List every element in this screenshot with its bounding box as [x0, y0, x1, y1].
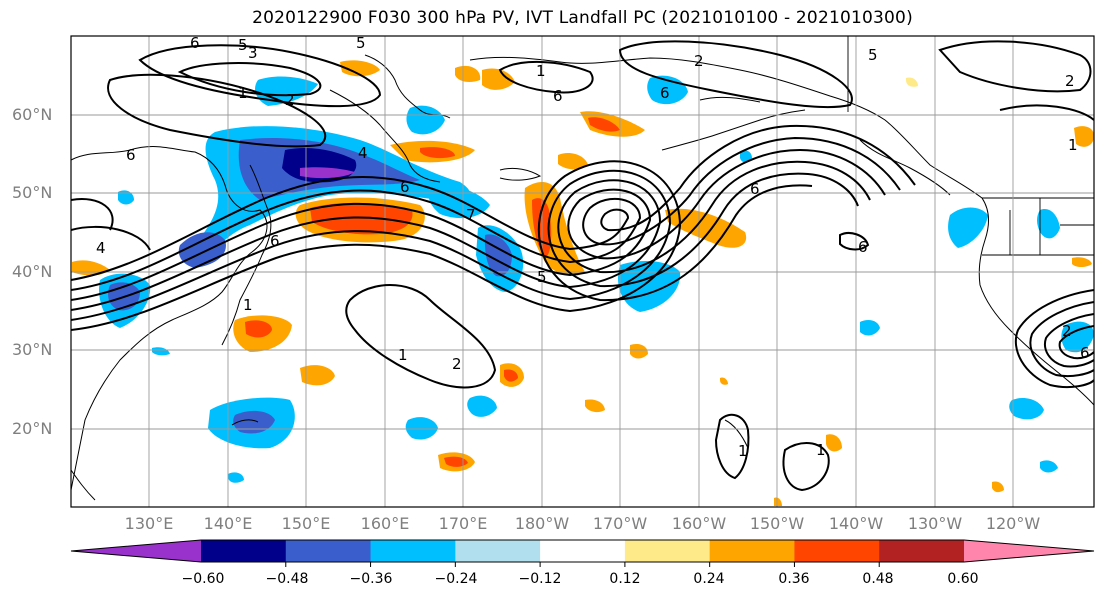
contour-label: 6	[270, 232, 280, 250]
colorbar-segment	[201, 540, 287, 562]
colorbar-tick-label: 0.12	[609, 571, 641, 587]
colorbar-tick-label: −0.48	[265, 571, 309, 587]
contour-label: 2	[1062, 322, 1072, 340]
colorbar-outline	[70, 539, 1095, 563]
colorbar-segment	[370, 540, 456, 562]
pv-anomaly-shading	[72, 60, 1094, 506]
colorbar-segment	[540, 540, 626, 562]
borders	[847, 36, 1094, 256]
contour-label: 6	[858, 238, 868, 256]
lon-label: 150°E	[281, 514, 331, 533]
gridlines	[71, 36, 1094, 507]
colorbar-tick-label: 0.24	[693, 571, 725, 587]
lon-label: 130°E	[124, 514, 174, 533]
lat-label: 30°N	[12, 340, 53, 359]
contour-label: 1	[398, 346, 408, 364]
colorbar-tick-label: −0.36	[349, 571, 393, 587]
contour-label: 1	[1068, 136, 1078, 154]
pv-contours	[71, 40, 1094, 492]
colorbar-segment	[624, 540, 711, 562]
contour-label: 2	[285, 91, 295, 109]
contour-label: 4	[96, 239, 106, 257]
lon-label: 150°W	[749, 514, 805, 533]
contour-label: 5	[868, 46, 878, 64]
contour-label: 1	[816, 441, 826, 459]
colorbar-extend-min	[71, 540, 201, 562]
colorbar-tick-label: −0.12	[518, 571, 562, 587]
contour-label: 1	[536, 62, 546, 80]
contour-label: 6	[400, 178, 410, 196]
colorbar	[70, 539, 1095, 567]
contour-label: 1	[243, 296, 253, 314]
coastlines	[71, 54, 1094, 501]
lon-label: 160°W	[671, 514, 727, 533]
colorbar-tick-label: −0.60	[181, 571, 225, 587]
lon-label: 120°W	[985, 514, 1041, 533]
contour-label: 6	[660, 84, 670, 102]
colorbar-tick-label: 0.36	[778, 571, 810, 587]
colorbar-tick-label: 0.60	[947, 571, 979, 587]
contour-label: 1	[738, 442, 748, 460]
colorbar-segment	[455, 540, 541, 562]
contour-label: 3	[248, 44, 258, 62]
contour-label: 6	[126, 146, 136, 164]
contour-label: 7	[466, 206, 476, 224]
lat-label: 60°N	[12, 105, 53, 124]
contour-label: 6	[553, 87, 563, 105]
colorbar-segment	[879, 540, 965, 562]
colorbar-segment	[709, 540, 795, 562]
lon-label: 170°W	[592, 514, 648, 533]
contour-label: 4	[358, 144, 368, 162]
contour-label: 2	[1065, 72, 1075, 90]
contour-label: 2	[694, 52, 704, 70]
colorbar-tick-label: 0.48	[862, 571, 894, 587]
lon-label: 170°E	[438, 514, 488, 533]
contour-labels: 6 5 3 1 2 5 1 6 2 5 2 6 4 6 6 4 1 2 6 5 …	[96, 34, 1090, 460]
lon-label: 180°W	[514, 514, 570, 533]
map-frame	[70, 35, 1095, 508]
lat-label: 50°N	[12, 183, 53, 202]
colorbar-segment	[285, 540, 372, 562]
contour-label: 1	[238, 84, 248, 102]
lat-label: 40°N	[12, 262, 53, 281]
lon-label: 160°E	[360, 514, 410, 533]
contour-label: 5	[238, 36, 248, 54]
map-title: 2020122900 F030 300 hPa PV, IVT Landfall…	[252, 8, 913, 28]
contour-label: 6	[750, 180, 760, 198]
lon-label: 140°W	[828, 514, 884, 533]
lat-label: 20°N	[12, 419, 53, 438]
colorbar-extend-max	[964, 540, 1094, 562]
contour-label: 2	[452, 355, 462, 373]
lon-label: 140°E	[203, 514, 253, 533]
contour-label: 6	[1080, 344, 1090, 362]
colorbar-tick-label: −0.24	[434, 571, 478, 587]
contour-label: 6	[190, 34, 200, 52]
lon-label: 130°W	[907, 514, 963, 533]
colorbar-segment	[794, 540, 880, 562]
contour-label: 5	[537, 268, 547, 286]
contour-label: 5	[356, 34, 366, 52]
